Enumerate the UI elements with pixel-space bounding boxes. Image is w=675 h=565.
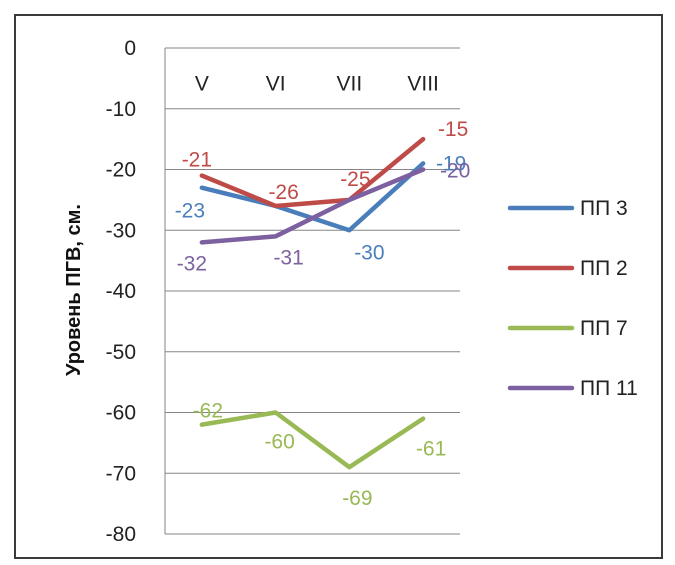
data-label: -61 — [416, 438, 446, 461]
y-tick-label: -60 — [106, 402, 136, 425]
chart-frame — [14, 14, 663, 559]
grid-lines — [164, 47, 460, 535]
data-label: -23 — [175, 200, 205, 223]
data-label: -26 — [268, 181, 298, 204]
legend-entry: ПП 7 — [580, 317, 628, 340]
y-tick-label: -30 — [106, 219, 136, 242]
series-line — [199, 167, 426, 245]
data-label: -19 — [436, 152, 466, 175]
series-line — [199, 136, 426, 209]
data-labels: -23 -30 -19 -21 -26 -25 -15 -62 -60 -69 -61 -32 -31 -… — [175, 118, 471, 510]
data-label: -62 — [193, 400, 223, 423]
y-tick-label: -70 — [106, 462, 136, 485]
category-label: VI — [266, 73, 286, 96]
y-tick-label: -20 — [106, 159, 136, 182]
y-tick-label: -50 — [106, 341, 136, 364]
data-label: -30 — [354, 241, 384, 264]
legend-entry: ПП 11 — [580, 377, 638, 400]
legend-entry: ПП 2 — [580, 257, 628, 280]
y-axis-ticks: 0 -10 -20 -30 -40 -50 -60 -70 -80 — [106, 37, 136, 546]
y-axis-label: Уровень ПГВ, см. — [63, 204, 85, 376]
y-tick-label: -80 — [106, 523, 136, 546]
y-tick-label: -40 — [106, 280, 136, 303]
legend: ПП 3 ПП 2 ПП 7 ПП 11 — [507, 197, 638, 400]
data-label: -15 — [438, 118, 468, 141]
data-label: -60 — [264, 431, 294, 454]
data-label: -32 — [177, 252, 207, 275]
y-tick-label: 0 — [124, 37, 136, 60]
category-label: VII — [337, 73, 363, 96]
category-label: VIII — [407, 73, 439, 96]
data-label: -25 — [340, 168, 370, 191]
legend-entry: ПП 3 — [580, 197, 628, 220]
category-labels: V VI VII VIII — [195, 73, 439, 96]
y-tick-label: -10 — [106, 98, 136, 121]
series-line — [199, 410, 426, 470]
data-label: -31 — [273, 246, 303, 269]
series-lines — [199, 136, 426, 470]
data-label: -20 — [440, 160, 470, 183]
data-label: -69 — [342, 487, 372, 510]
data-label: -21 — [182, 149, 212, 172]
category-label: V — [195, 73, 209, 96]
